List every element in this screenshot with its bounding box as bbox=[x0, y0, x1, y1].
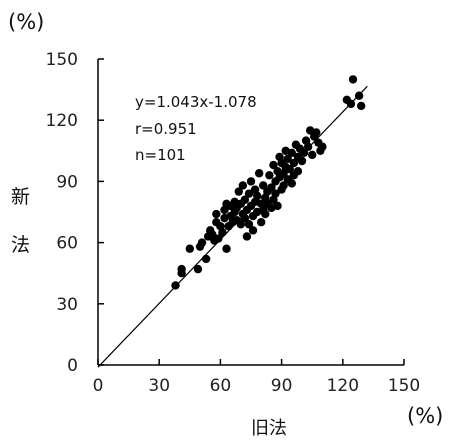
data-point bbox=[254, 169, 264, 178]
data-point bbox=[289, 158, 299, 168]
data-point bbox=[273, 201, 282, 211]
stats-r: r=0.951 bbox=[135, 120, 197, 138]
data-point bbox=[218, 228, 227, 237]
y-tick-label: 0 bbox=[67, 356, 78, 376]
data-point bbox=[222, 244, 231, 253]
stats-n: n=101 bbox=[135, 146, 186, 164]
data-point bbox=[197, 238, 207, 247]
data-point bbox=[259, 181, 268, 190]
data-point bbox=[185, 244, 194, 253]
data-point bbox=[171, 281, 180, 290]
x-tick-label: 90 bbox=[271, 376, 293, 396]
data-point bbox=[238, 181, 248, 190]
data-point bbox=[177, 264, 186, 274]
y-tick-label: 60 bbox=[56, 234, 78, 254]
data-point bbox=[287, 179, 296, 188]
y-tick-label: 120 bbox=[46, 111, 78, 131]
x-tick-label: 30 bbox=[148, 376, 170, 396]
data-point bbox=[287, 148, 296, 158]
data-point bbox=[257, 218, 266, 227]
data-point bbox=[214, 234, 223, 243]
data-point bbox=[269, 160, 278, 170]
data-point bbox=[236, 220, 245, 229]
data-point bbox=[265, 171, 274, 180]
data-point bbox=[246, 177, 256, 186]
plot-area: 0 30 60 90 120 150 0 30 60 90 120 150 bbox=[46, 50, 421, 396]
x-tick-label: 120 bbox=[327, 376, 359, 396]
data-point bbox=[318, 142, 327, 151]
stats-equation: y=1.043x-1.078 bbox=[135, 93, 257, 111]
data-point bbox=[308, 150, 317, 160]
data-point bbox=[346, 99, 356, 109]
data-point bbox=[312, 128, 321, 137]
data-point bbox=[279, 181, 288, 190]
x-tick-label: 0 bbox=[93, 376, 104, 396]
data-point bbox=[240, 213, 250, 223]
data-point bbox=[248, 226, 258, 235]
data-point bbox=[244, 220, 254, 229]
data-point bbox=[303, 142, 313, 151]
x-unit-label: (%) bbox=[407, 404, 443, 428]
data-point bbox=[212, 209, 221, 219]
data-point bbox=[240, 195, 250, 204]
data-point bbox=[354, 91, 364, 100]
y-unit-label: (%) bbox=[8, 10, 44, 34]
data-point bbox=[201, 254, 211, 264]
data-point bbox=[252, 191, 262, 200]
data-point bbox=[293, 167, 303, 176]
data-point bbox=[234, 187, 243, 196]
x-tick-label: 60 bbox=[210, 376, 232, 396]
x-axis-title: 旧法 bbox=[251, 418, 287, 439]
y-axis-title-line-2: 法 bbox=[11, 234, 30, 256]
data-point bbox=[271, 189, 280, 198]
data-point bbox=[297, 156, 307, 166]
data-point bbox=[267, 183, 276, 192]
data-point bbox=[348, 75, 358, 84]
y-axis-title-line-1: 新 bbox=[11, 186, 30, 208]
data-point bbox=[299, 148, 309, 158]
data-point bbox=[193, 264, 203, 274]
data-point bbox=[283, 154, 292, 164]
data-point bbox=[244, 189, 254, 198]
x-tick-label: 150 bbox=[388, 376, 420, 396]
data-point bbox=[356, 101, 366, 111]
data-point bbox=[261, 209, 270, 219]
data-point bbox=[242, 232, 252, 241]
y-tick-label: 30 bbox=[56, 295, 78, 315]
y-tick-label: 90 bbox=[56, 172, 78, 192]
y-tick-label: 150 bbox=[46, 50, 78, 70]
data-point bbox=[285, 164, 294, 174]
